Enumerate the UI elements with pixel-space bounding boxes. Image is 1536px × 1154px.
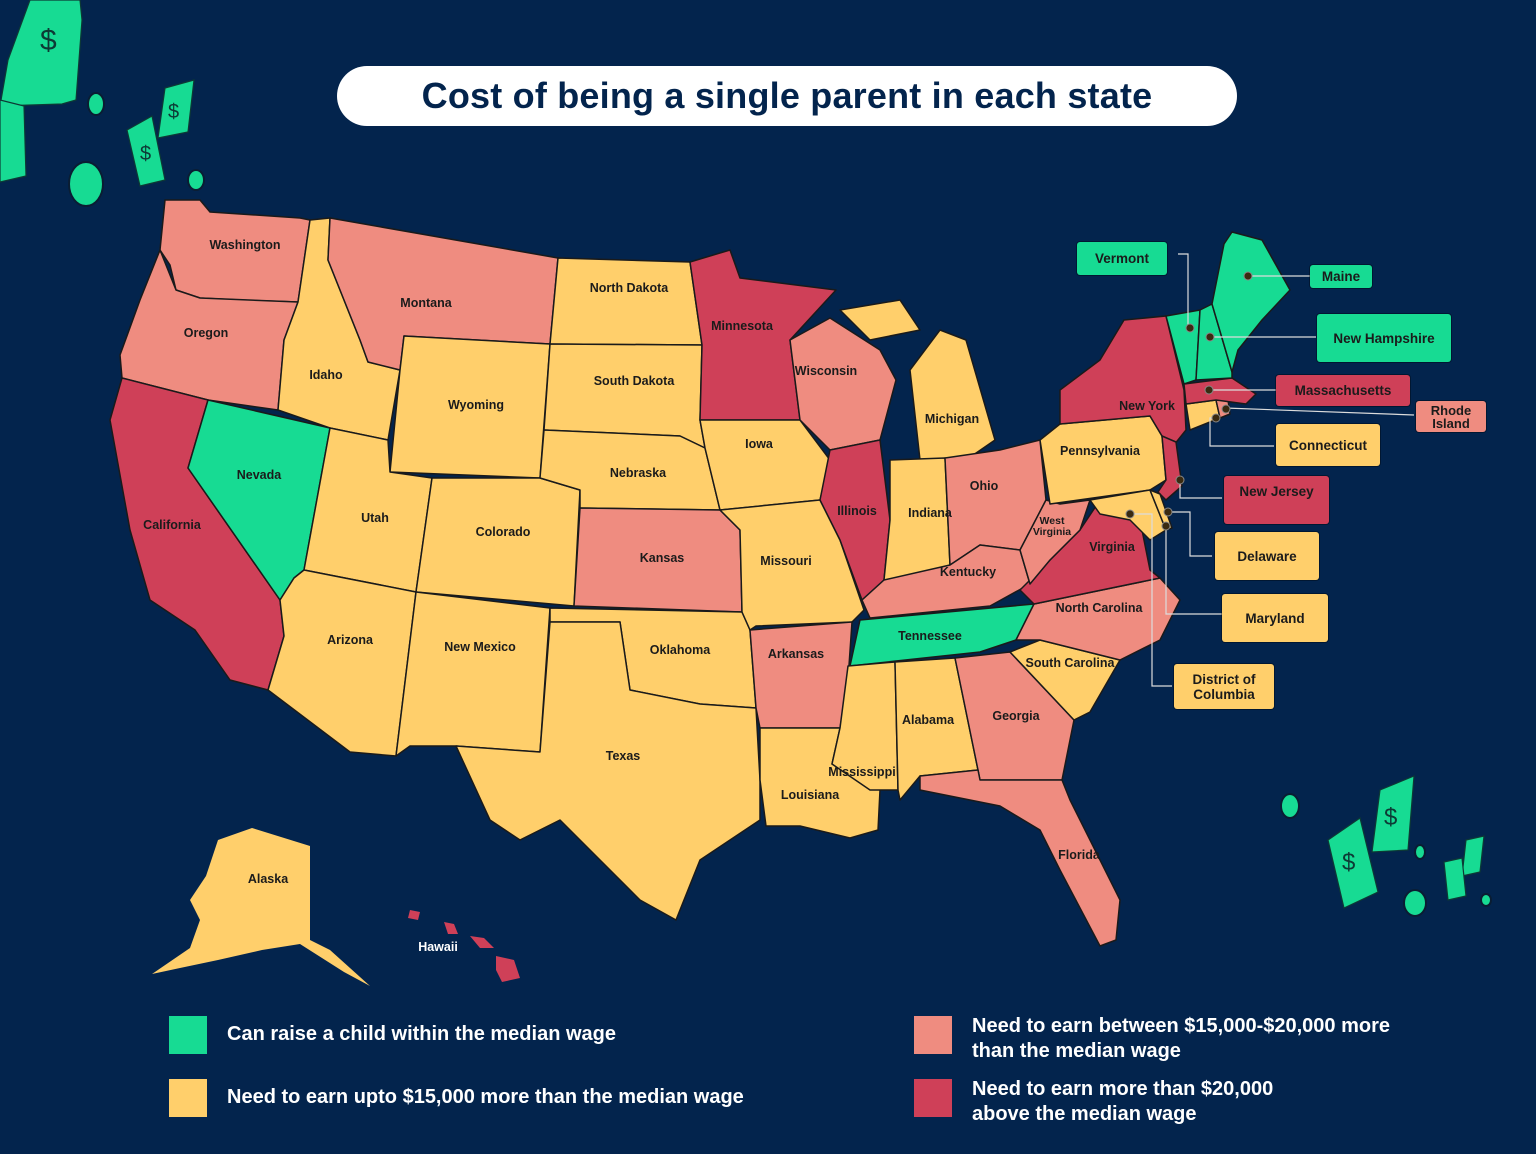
svg-text:Georgia: Georgia — [992, 709, 1040, 723]
svg-text:North Carolina: North Carolina — [1056, 601, 1144, 615]
svg-text:Iowa: Iowa — [745, 437, 774, 451]
svg-text:California: California — [143, 518, 202, 532]
svg-text:Virginia: Virginia — [1033, 526, 1071, 538]
callout-dots — [1125, 271, 1253, 531]
legend-label: Need to earn upto $15,000 more than the … — [227, 1086, 744, 1108]
svg-text:Alaska: Alaska — [248, 872, 289, 886]
state-massachusetts[interactable] — [1183, 377, 1257, 405]
state-hawaii[interactable] — [408, 910, 520, 982]
svg-text:Nebraska: Nebraska — [610, 466, 667, 480]
dollar-coin-icon — [68, 92, 205, 207]
callout-new-jersey[interactable]: New Jersey — [1224, 476, 1329, 524]
svg-text:Montana: Montana — [400, 296, 452, 310]
legend-swatch — [169, 1079, 207, 1117]
state-arizona[interactable] — [267, 569, 417, 757]
legend-label: Can raise a child within the median wage — [227, 1023, 616, 1045]
state-texas[interactable] — [455, 621, 761, 921]
state-alaska[interactable] — [152, 828, 370, 986]
legend-item-upto-15000: Need to earn upto $15,000 more than the … — [169, 1079, 744, 1117]
state-wisconsin[interactable] — [789, 317, 897, 451]
svg-text:Utah: Utah — [361, 511, 389, 525]
svg-text:Wisconsin: Wisconsin — [795, 364, 857, 378]
state-colorado[interactable] — [415, 477, 581, 607]
svg-text:Wyoming: Wyoming — [448, 398, 504, 412]
svg-text:Michigan: Michigan — [925, 412, 979, 426]
state-florida[interactable] — [919, 769, 1121, 947]
svg-text:New Mexico: New Mexico — [444, 640, 516, 654]
svg-text:$: $ — [168, 101, 179, 123]
callout-delaware[interactable]: Delaware — [1215, 532, 1319, 580]
state-wyoming[interactable] — [389, 335, 551, 479]
callout-maine[interactable]: Maine — [1310, 265, 1372, 288]
svg-text:New York: New York — [1119, 399, 1175, 413]
svg-text:Florida: Florida — [1058, 848, 1101, 862]
svg-text:South Dakota: South Dakota — [594, 374, 676, 388]
svg-text:Pennsylvania: Pennsylvania — [1060, 444, 1141, 458]
svg-text:Mississippi: Mississippi — [828, 765, 895, 779]
legend-swatch — [169, 1016, 207, 1054]
state-new-hampshire[interactable] — [1195, 303, 1233, 381]
svg-text:Virginia: Virginia — [1089, 540, 1136, 554]
svg-text:$: $ — [140, 143, 151, 165]
svg-text:$: $ — [40, 24, 57, 57]
svg-text:Alabama: Alabama — [902, 713, 955, 727]
state-new-mexico[interactable] — [395, 591, 551, 757]
svg-text:Minnesota: Minnesota — [711, 319, 774, 333]
state-labels: Washington Oregon California Nevada Idah… — [143, 238, 1175, 954]
svg-text:Tennessee: Tennessee — [898, 629, 962, 643]
legend-label: Need to earn between $15,000-$20,000 mor… — [972, 1015, 1390, 1062]
state-west-virginia[interactable] — [1019, 499, 1091, 585]
svg-text:North Dakota: North Dakota — [590, 281, 670, 295]
callout-connecticut[interactable]: Connecticut — [1276, 424, 1380, 466]
dollar-coin-icon — [1280, 793, 1492, 917]
callout-vermont[interactable]: Vermont — [1077, 242, 1167, 275]
svg-text:Nevada: Nevada — [237, 468, 283, 482]
callout-leaders — [1130, 253, 1415, 687]
svg-text:South Carolina: South Carolina — [1026, 656, 1116, 670]
svg-text:Illinois: Illinois — [837, 504, 877, 518]
svg-text:Missouri: Missouri — [760, 554, 811, 568]
svg-text:West: West — [1040, 515, 1065, 527]
state-north-dakota[interactable] — [549, 257, 703, 346]
svg-text:Kansas: Kansas — [640, 551, 685, 565]
callout-maryland[interactable]: Maryland — [1222, 594, 1328, 642]
dollar-bill-icon: $ $ — [1327, 775, 1485, 909]
svg-text:Kentucky: Kentucky — [940, 565, 996, 579]
legend-label: Need to earn more than $20,000 above the… — [972, 1078, 1274, 1125]
svg-text:Oregon: Oregon — [184, 326, 228, 340]
state-arkansas[interactable] — [749, 621, 853, 729]
state-new-jersey[interactable] — [1157, 435, 1183, 501]
callout-massachusetts[interactable]: Massachusetts — [1276, 375, 1410, 406]
callout-rhode-island[interactable]: Rhode Island — [1416, 401, 1486, 432]
map-title: Cost of being a single parent in each st… — [337, 66, 1237, 126]
svg-text:Washington: Washington — [209, 238, 280, 252]
svg-text:Texas: Texas — [606, 749, 641, 763]
svg-text:Colorado: Colorado — [476, 525, 531, 539]
callout-rhode-island-label: Rhode Island — [1430, 402, 1472, 431]
svg-text:Oklahoma: Oklahoma — [650, 643, 711, 657]
svg-text:Arizona: Arizona — [327, 633, 374, 647]
state-iowa[interactable] — [699, 419, 831, 511]
state-delaware[interactable] — [1149, 489, 1173, 531]
svg-text:Indiana: Indiana — [908, 506, 953, 520]
legend-item-over-20000: Need to earn more than $20,000 above the… — [914, 1078, 1312, 1127]
state-tennessee[interactable] — [849, 603, 1035, 667]
legend-swatch — [914, 1016, 952, 1054]
svg-text:Hawaii: Hawaii — [418, 940, 458, 954]
svg-text:Louisiana: Louisiana — [781, 788, 840, 802]
legend-item-within-median: Can raise a child within the median wage — [169, 1016, 616, 1054]
callout-district-of-columbia-label: District of Columbia — [1192, 671, 1256, 702]
dollar-bill-icon: $ $ $ — [0, 0, 195, 187]
svg-text:$: $ — [1342, 849, 1355, 876]
svg-text:Arkansas: Arkansas — [768, 647, 824, 661]
legend-swatch — [914, 1079, 952, 1117]
legend-item-between-15000-20000: Need to earn between $15,000-$20,000 mor… — [914, 1015, 1392, 1064]
callout-new-hampshire[interactable]: New Hampshire — [1317, 314, 1451, 362]
callout-district-of-columbia[interactable]: District of Columbia — [1174, 664, 1274, 709]
state-south-carolina[interactable] — [1009, 639, 1121, 721]
svg-text:Idaho: Idaho — [309, 368, 343, 382]
svg-text:$: $ — [1384, 804, 1397, 831]
svg-text:Ohio: Ohio — [970, 479, 999, 493]
